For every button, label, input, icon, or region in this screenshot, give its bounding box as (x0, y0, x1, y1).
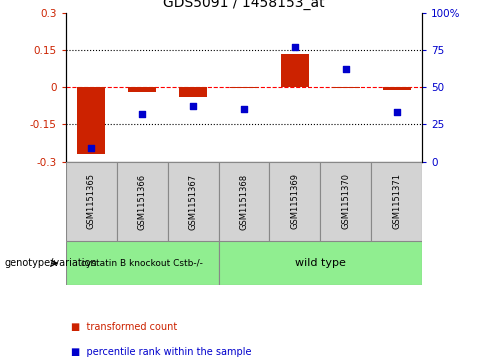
Text: GSM1151366: GSM1151366 (138, 174, 147, 229)
Bar (219, 241, 422, 285)
Title: GDS5091 / 1458153_at: GDS5091 / 1458153_at (163, 0, 325, 10)
Text: GSM1151369: GSM1151369 (290, 174, 300, 229)
Point (189, 103, 197, 109)
Point (291, 44, 299, 50)
Bar (128, 87, 156, 92)
Text: GSM1151367: GSM1151367 (188, 174, 198, 229)
Text: GSM1151370: GSM1151370 (341, 174, 350, 229)
Point (240, 107, 248, 113)
Point (87, 145, 95, 151)
Bar (269, 162, 320, 241)
Bar (66, 241, 219, 285)
Text: ■  percentile rank within the sample: ■ percentile rank within the sample (71, 347, 251, 357)
Bar (371, 162, 422, 241)
Bar (117, 162, 168, 241)
Point (138, 111, 146, 117)
Bar (332, 87, 360, 88)
Text: ■  transformed count: ■ transformed count (71, 322, 177, 332)
Text: GSM1151365: GSM1151365 (87, 174, 96, 229)
Text: cystatin B knockout Cstb-/-: cystatin B knockout Cstb-/- (81, 259, 203, 268)
Bar (77, 87, 105, 154)
Bar (281, 54, 309, 87)
Bar (230, 87, 258, 88)
Bar (168, 162, 219, 241)
Bar (383, 87, 411, 90)
Bar (320, 162, 371, 241)
Bar (179, 87, 207, 97)
Bar (219, 162, 269, 241)
Point (393, 110, 401, 115)
Bar (66, 162, 117, 241)
Point (342, 66, 350, 72)
Text: GSM1151368: GSM1151368 (240, 174, 248, 229)
Text: genotype/variation: genotype/variation (5, 258, 98, 268)
Text: GSM1151371: GSM1151371 (392, 174, 401, 229)
Text: wild type: wild type (295, 258, 346, 268)
